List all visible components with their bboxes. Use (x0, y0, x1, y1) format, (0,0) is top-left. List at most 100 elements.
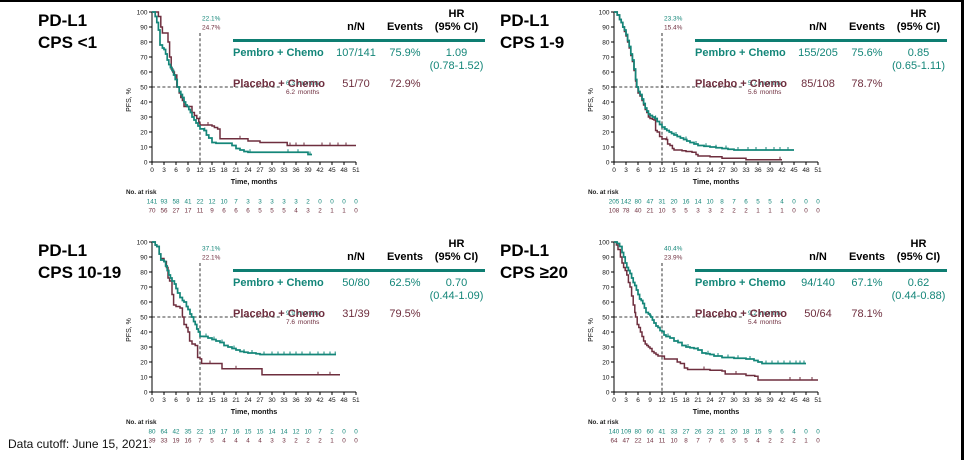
svg-text:0: 0 (612, 167, 616, 174)
svg-text:11: 11 (197, 208, 204, 215)
svg-text:40: 40 (140, 329, 148, 336)
header-events: Events (386, 251, 424, 263)
n-of-n-value: 50/64 (804, 308, 832, 320)
table-rule (695, 269, 947, 272)
svg-text:0: 0 (606, 389, 610, 396)
svg-text:2: 2 (294, 438, 298, 445)
hr-table-spacer (695, 238, 792, 264)
svg-text:9: 9 (768, 429, 772, 436)
svg-text:23.3%: 23.3% (664, 16, 683, 23)
svg-text:10: 10 (220, 199, 228, 206)
svg-text:3: 3 (282, 199, 286, 206)
events-value: 75.6% (851, 47, 883, 59)
svg-text:100: 100 (137, 9, 148, 16)
svg-text:2: 2 (780, 438, 784, 445)
svg-text:30: 30 (602, 114, 610, 121)
svg-text:6.2: 6.2 (286, 89, 295, 96)
svg-text:60: 60 (140, 299, 148, 306)
panel-title-line1: PD-L1 (38, 241, 88, 260)
svg-text:42: 42 (778, 397, 786, 404)
svg-text:30: 30 (268, 167, 276, 174)
svg-text:12: 12 (196, 397, 204, 404)
svg-text:14: 14 (280, 429, 288, 436)
svg-text:7: 7 (708, 438, 712, 445)
svg-text:33: 33 (280, 167, 288, 174)
events-value: 67.1% (851, 277, 883, 289)
km-panel-cps-lt1: PD-L1 CPS <1 0 10 20 30 40 50 60 70 80 90 100 0 3 6 9 1… (28, 4, 490, 232)
svg-text:109: 109 (621, 429, 632, 436)
svg-text:15: 15 (208, 167, 216, 174)
svg-text:24: 24 (244, 167, 252, 174)
svg-text:51: 51 (814, 397, 822, 404)
svg-text:39: 39 (304, 397, 312, 404)
svg-text:100: 100 (599, 239, 610, 246)
events-value: 79.5% (389, 308, 421, 320)
header-hr: HR (95% CI) (434, 8, 479, 33)
svg-text:5: 5 (732, 438, 736, 445)
panel-title-line2: CPS <1 (38, 33, 98, 52)
svg-text:64: 64 (160, 429, 168, 436)
svg-text:6: 6 (720, 438, 724, 445)
svg-text:21: 21 (694, 397, 702, 404)
svg-text:51: 51 (814, 167, 822, 174)
arm-label-placebo: Placebo + Chemo (695, 78, 788, 90)
svg-text:months: months (298, 319, 320, 326)
svg-text:0: 0 (342, 429, 346, 436)
table-rule (233, 269, 485, 272)
svg-text:PFS, %: PFS, % (126, 318, 133, 342)
svg-text:0: 0 (804, 199, 808, 206)
svg-text:27: 27 (718, 397, 726, 404)
svg-text:20: 20 (670, 199, 678, 206)
svg-text:50: 50 (602, 84, 610, 91)
svg-text:80: 80 (140, 269, 148, 276)
panel-title: PD-L1 CPS 1-9 (500, 10, 564, 54)
svg-text:9.2: 9.2 (748, 310, 757, 317)
svg-text:months: months (760, 310, 782, 317)
svg-text:33: 33 (742, 397, 750, 404)
svg-text:6: 6 (636, 167, 640, 174)
svg-text:22: 22 (634, 438, 642, 445)
svg-text:18: 18 (742, 429, 750, 436)
svg-text:0: 0 (804, 208, 808, 215)
svg-text:14: 14 (694, 199, 702, 206)
svg-text:45: 45 (790, 397, 798, 404)
svg-text:9: 9 (648, 397, 652, 404)
svg-text:41: 41 (184, 199, 192, 206)
svg-text:0: 0 (144, 389, 148, 396)
hr-table: n/N Events HR (95% CI) Pembro + Chemo 15… (695, 8, 947, 91)
svg-text:37.1%: 37.1% (202, 246, 221, 253)
svg-text:11: 11 (659, 438, 666, 445)
svg-text:90: 90 (140, 24, 148, 31)
n-of-n-value: 155/205 (798, 47, 838, 59)
events-value: 78.1% (851, 308, 883, 320)
svg-text:36: 36 (754, 397, 762, 404)
svg-text:141: 141 (147, 199, 158, 206)
svg-text:6: 6 (234, 208, 238, 215)
svg-text:56: 56 (160, 208, 168, 215)
svg-text:39: 39 (304, 167, 312, 174)
svg-text:142: 142 (621, 199, 632, 206)
svg-text:PFS, %: PFS, % (588, 318, 595, 342)
n-of-n-value: 107/141 (336, 47, 376, 59)
svg-text:3: 3 (624, 397, 628, 404)
svg-text:64: 64 (610, 438, 618, 445)
svg-text:24.7%: 24.7% (202, 25, 221, 32)
svg-text:0: 0 (792, 208, 796, 215)
svg-text:2: 2 (744, 208, 748, 215)
panel-title-line2: CPS ≥20 (500, 263, 568, 282)
svg-text:80: 80 (634, 429, 642, 436)
svg-text:31: 31 (658, 199, 666, 206)
svg-text:39: 39 (148, 438, 156, 445)
svg-text:51: 51 (352, 167, 360, 174)
hr-empty-cell (890, 308, 947, 321)
km-panel-cps-10-19: PD-L1 CPS 10-19 0 10 20 30 40 50 60 70 80 90 100 0 3… (28, 234, 490, 460)
svg-text:0: 0 (150, 167, 154, 174)
n-of-n-value: 50/80 (342, 277, 370, 289)
svg-text:7: 7 (696, 438, 700, 445)
header-n-of-n: n/N (809, 21, 827, 33)
svg-text:47: 47 (646, 199, 654, 206)
hr-ci-value: 0.70 (0.44-1.09) (429, 277, 484, 302)
svg-text:2: 2 (330, 429, 334, 436)
svg-text:90: 90 (140, 254, 148, 261)
